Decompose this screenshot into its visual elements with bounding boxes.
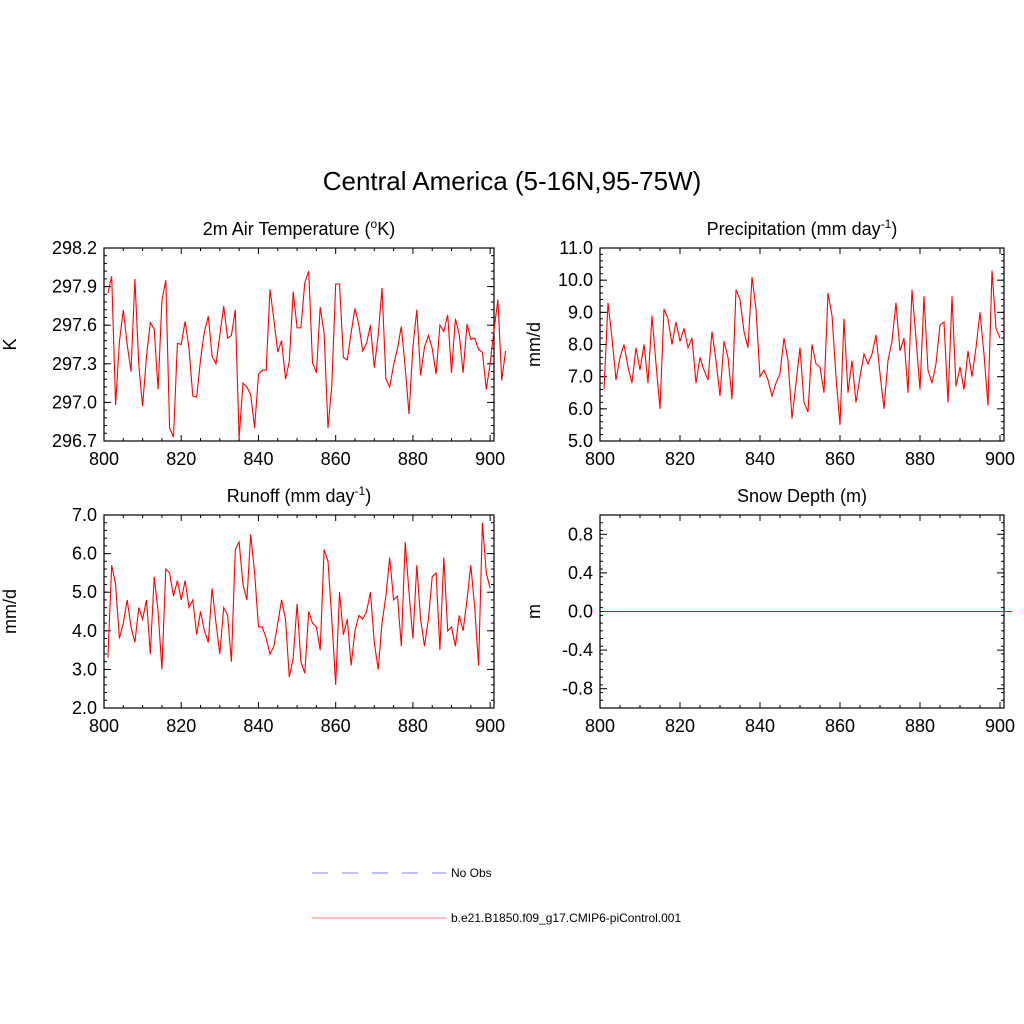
y-tick-label: 298.2 bbox=[52, 238, 97, 258]
panel-title: Snow Depth (m) bbox=[737, 486, 867, 506]
x-tick-label: 840 bbox=[745, 449, 775, 469]
legend-obs-label: No Obs bbox=[451, 866, 492, 880]
x-tick-label: 800 bbox=[585, 716, 615, 736]
y-tick-label: 3.0 bbox=[72, 659, 97, 679]
y-tick-label: 7.0 bbox=[72, 505, 97, 525]
x-tick-label: 820 bbox=[166, 449, 196, 469]
x-tick-label: 800 bbox=[89, 716, 119, 736]
y-axis-label: mm/d bbox=[524, 322, 544, 367]
panel-title: 2m Air Temperature (oK) bbox=[203, 217, 395, 239]
x-tick-label: 860 bbox=[825, 449, 855, 469]
legend: No Obs b.e21.B1850.f09_g17.CMIP6-piContr… bbox=[312, 866, 681, 925]
y-tick-label: 6.0 bbox=[72, 544, 97, 564]
plot-frame bbox=[599, 247, 1005, 442]
y-tick-label: 4.0 bbox=[72, 621, 97, 641]
y-tick-label: 297.0 bbox=[52, 392, 97, 412]
x-tick-label: 880 bbox=[398, 449, 428, 469]
legend-model-label: b.e21.B1850.f09_g17.CMIP6-piControl.001 bbox=[451, 911, 681, 925]
y-tick-label: 8.0 bbox=[568, 335, 593, 355]
y-tick-label: 0.4 bbox=[568, 563, 593, 583]
plot-frame bbox=[103, 247, 495, 442]
y-tick-label: 0.8 bbox=[568, 524, 593, 544]
x-tick-label: 800 bbox=[89, 449, 119, 469]
x-tick-label: 820 bbox=[166, 716, 196, 736]
x-tick-label: 880 bbox=[905, 449, 935, 469]
y-tick-label: 297.6 bbox=[52, 315, 97, 335]
y-tick-label: 7.0 bbox=[568, 367, 593, 387]
panel-title: Runoff (mm day-1) bbox=[227, 484, 371, 506]
x-tick-label: 860 bbox=[825, 716, 855, 736]
series-line-model bbox=[603, 270, 1001, 425]
figure-title: Central America (5-16N,95-75W) bbox=[322, 166, 702, 196]
panel-snow-depth: Snow Depth (m) m 800 820 840 860 880 900 -0.8 -0.… bbox=[524, 486, 1015, 736]
x-tick-label: 900 bbox=[985, 716, 1015, 736]
x-tick-label: 900 bbox=[475, 449, 505, 469]
x-tick-label: 800 bbox=[585, 449, 615, 469]
y-axis-label: mm/d bbox=[0, 589, 20, 634]
plot-frame bbox=[103, 514, 495, 709]
x-tick-label: 840 bbox=[243, 449, 273, 469]
x-tick-label: 840 bbox=[243, 716, 273, 736]
x-tick-label: 840 bbox=[745, 716, 775, 736]
y-tick-label: 10.0 bbox=[558, 270, 593, 290]
y-tick-label: 6.0 bbox=[568, 399, 593, 419]
panel-precipitation: Precipitation (mm day-1) mm/d 800 820 840 860… bbox=[524, 217, 1015, 469]
y-tick-label: 0.0 bbox=[568, 602, 593, 622]
y-axis-label: K bbox=[0, 338, 20, 350]
y-tick-label: -0.8 bbox=[562, 679, 593, 699]
panel-air-temperature: 2m Air Temperature (oK) K 800 820 840 860 880 9… bbox=[0, 217, 507, 469]
y-tick-label: 2.0 bbox=[72, 698, 97, 718]
x-tick-label: 820 bbox=[665, 716, 695, 736]
x-tick-label: 880 bbox=[905, 716, 935, 736]
panel-runoff: Runoff (mm day-1) mm/d 800 820 840 860 880 900 2… bbox=[0, 484, 505, 736]
panel-title: Precipitation (mm day-1) bbox=[707, 217, 898, 239]
y-tick-label: 5.0 bbox=[568, 431, 593, 451]
y-tick-label: 296.7 bbox=[52, 431, 97, 451]
y-tick-label: 9.0 bbox=[568, 302, 593, 322]
series-line-model bbox=[107, 522, 491, 685]
series-line-model bbox=[107, 271, 507, 439]
y-tick-label: 297.3 bbox=[52, 354, 97, 374]
x-tick-label: 860 bbox=[321, 449, 351, 469]
x-tick-label: 860 bbox=[321, 716, 351, 736]
x-tick-label: 900 bbox=[985, 449, 1015, 469]
x-tick-label: 900 bbox=[475, 716, 505, 736]
x-tick-label: 820 bbox=[665, 449, 695, 469]
x-tick-label: 880 bbox=[398, 716, 428, 736]
y-tick-label: 11.0 bbox=[559, 238, 593, 258]
y-axis-label: m bbox=[524, 604, 544, 619]
y-tick-label: 5.0 bbox=[72, 582, 97, 602]
y-tick-label: -0.4 bbox=[562, 640, 593, 660]
y-tick-label: 297.9 bbox=[52, 277, 97, 297]
